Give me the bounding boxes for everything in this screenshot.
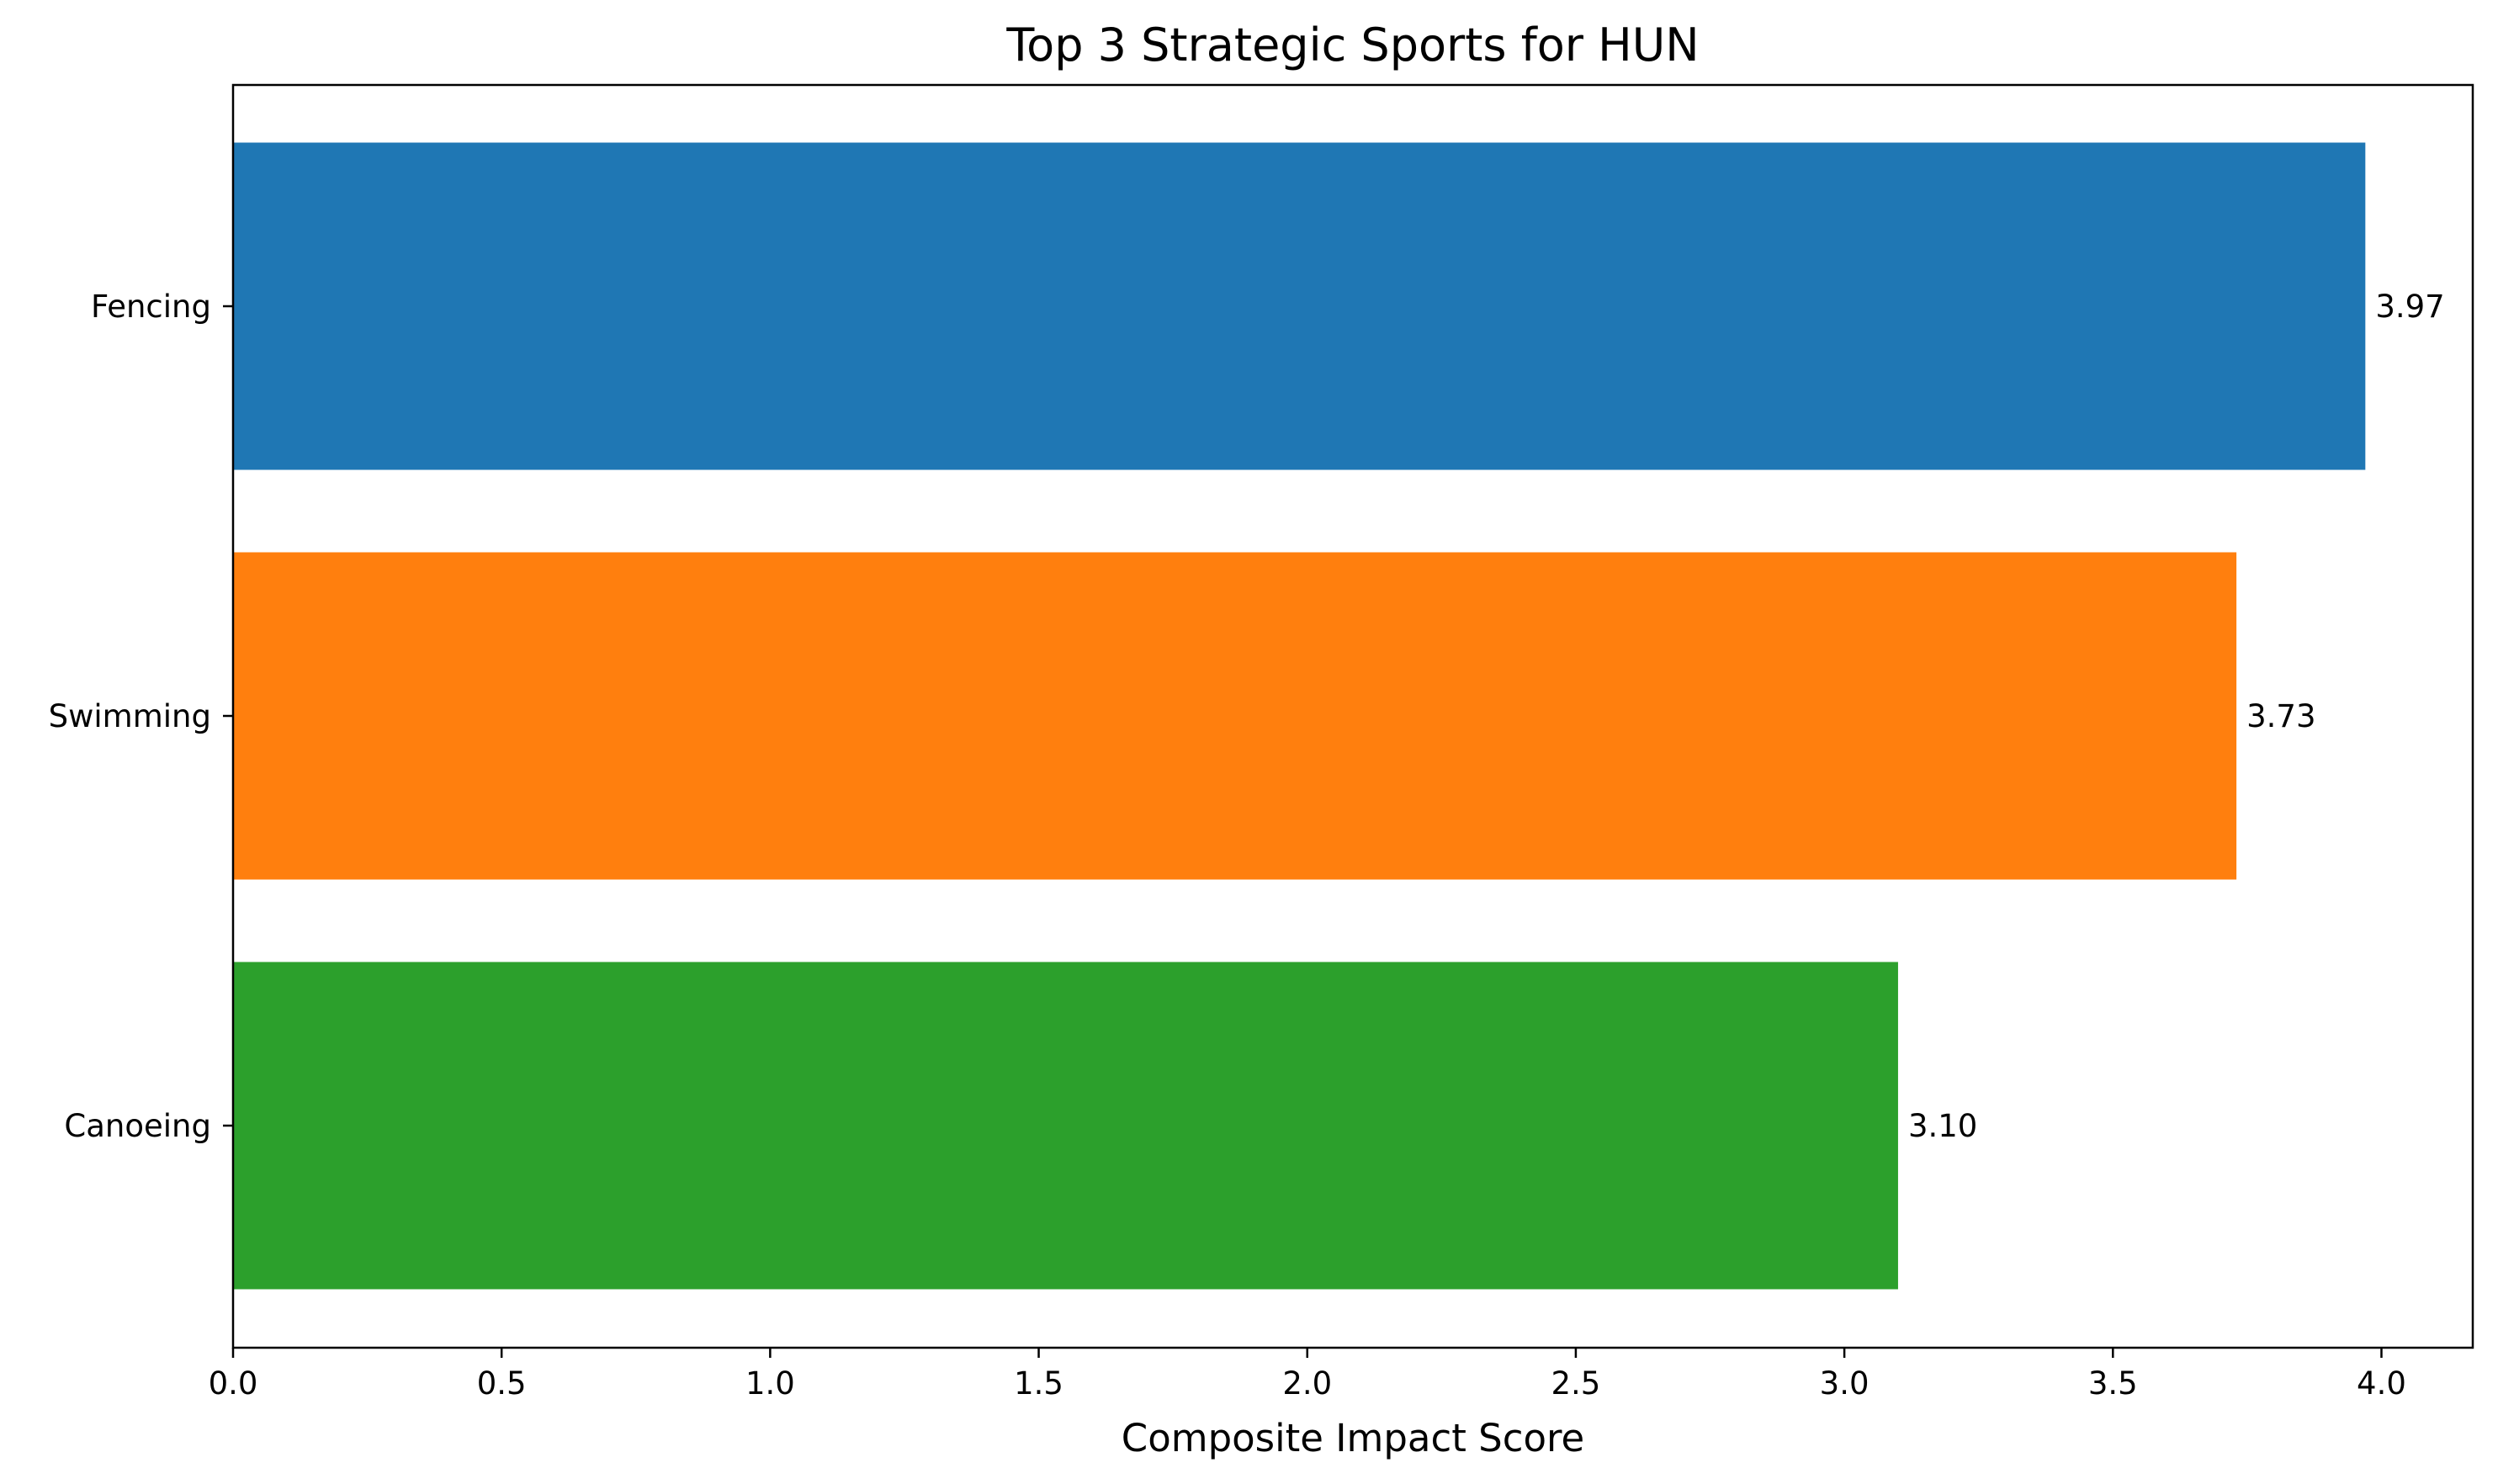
y-axis-ticks: Fencing Swimming Canoeing [49, 289, 233, 1144]
data-labels: 3.97 3.73 3.10 [1908, 289, 2445, 1144]
data-label-canoeing: 3.10 [1908, 1108, 1977, 1144]
x-tick-label: 2.0 [1282, 1365, 1332, 1402]
plot-frame [231, 83, 2474, 1349]
x-axis-ticks: 0.0 0.5 1.0 1.5 2.0 2.5 3.0 3.5 4.0 [209, 1348, 2406, 1402]
chart-title: Top 3 Strategic Sports for HUN [1005, 19, 1699, 72]
data-label-swimming: 3.73 [2246, 698, 2315, 734]
x-tick-label: 3.0 [1820, 1365, 1870, 1402]
y-tick-label-canoeing: Canoeing [64, 1108, 211, 1144]
bar-swimming [233, 552, 2237, 880]
bar-canoeing [233, 962, 1898, 1290]
bars-group [233, 142, 2366, 1290]
bar-fencing [233, 142, 2366, 470]
y-tick-label-fencing: Fencing [91, 289, 211, 325]
x-tick-label: 2.5 [1551, 1365, 1601, 1402]
x-tick-label: 3.5 [2088, 1365, 2138, 1402]
x-axis-label: Composite Impact Score [1122, 1416, 1584, 1460]
x-tick-label: 1.0 [745, 1365, 795, 1402]
data-label-fencing: 3.97 [2375, 289, 2444, 325]
x-tick-label: 4.0 [2357, 1365, 2406, 1402]
y-tick-label-swimming: Swimming [49, 698, 211, 734]
x-tick-label: 1.5 [1014, 1365, 1063, 1402]
x-tick-label: 0.0 [209, 1365, 258, 1402]
x-tick-label: 0.5 [477, 1365, 527, 1402]
